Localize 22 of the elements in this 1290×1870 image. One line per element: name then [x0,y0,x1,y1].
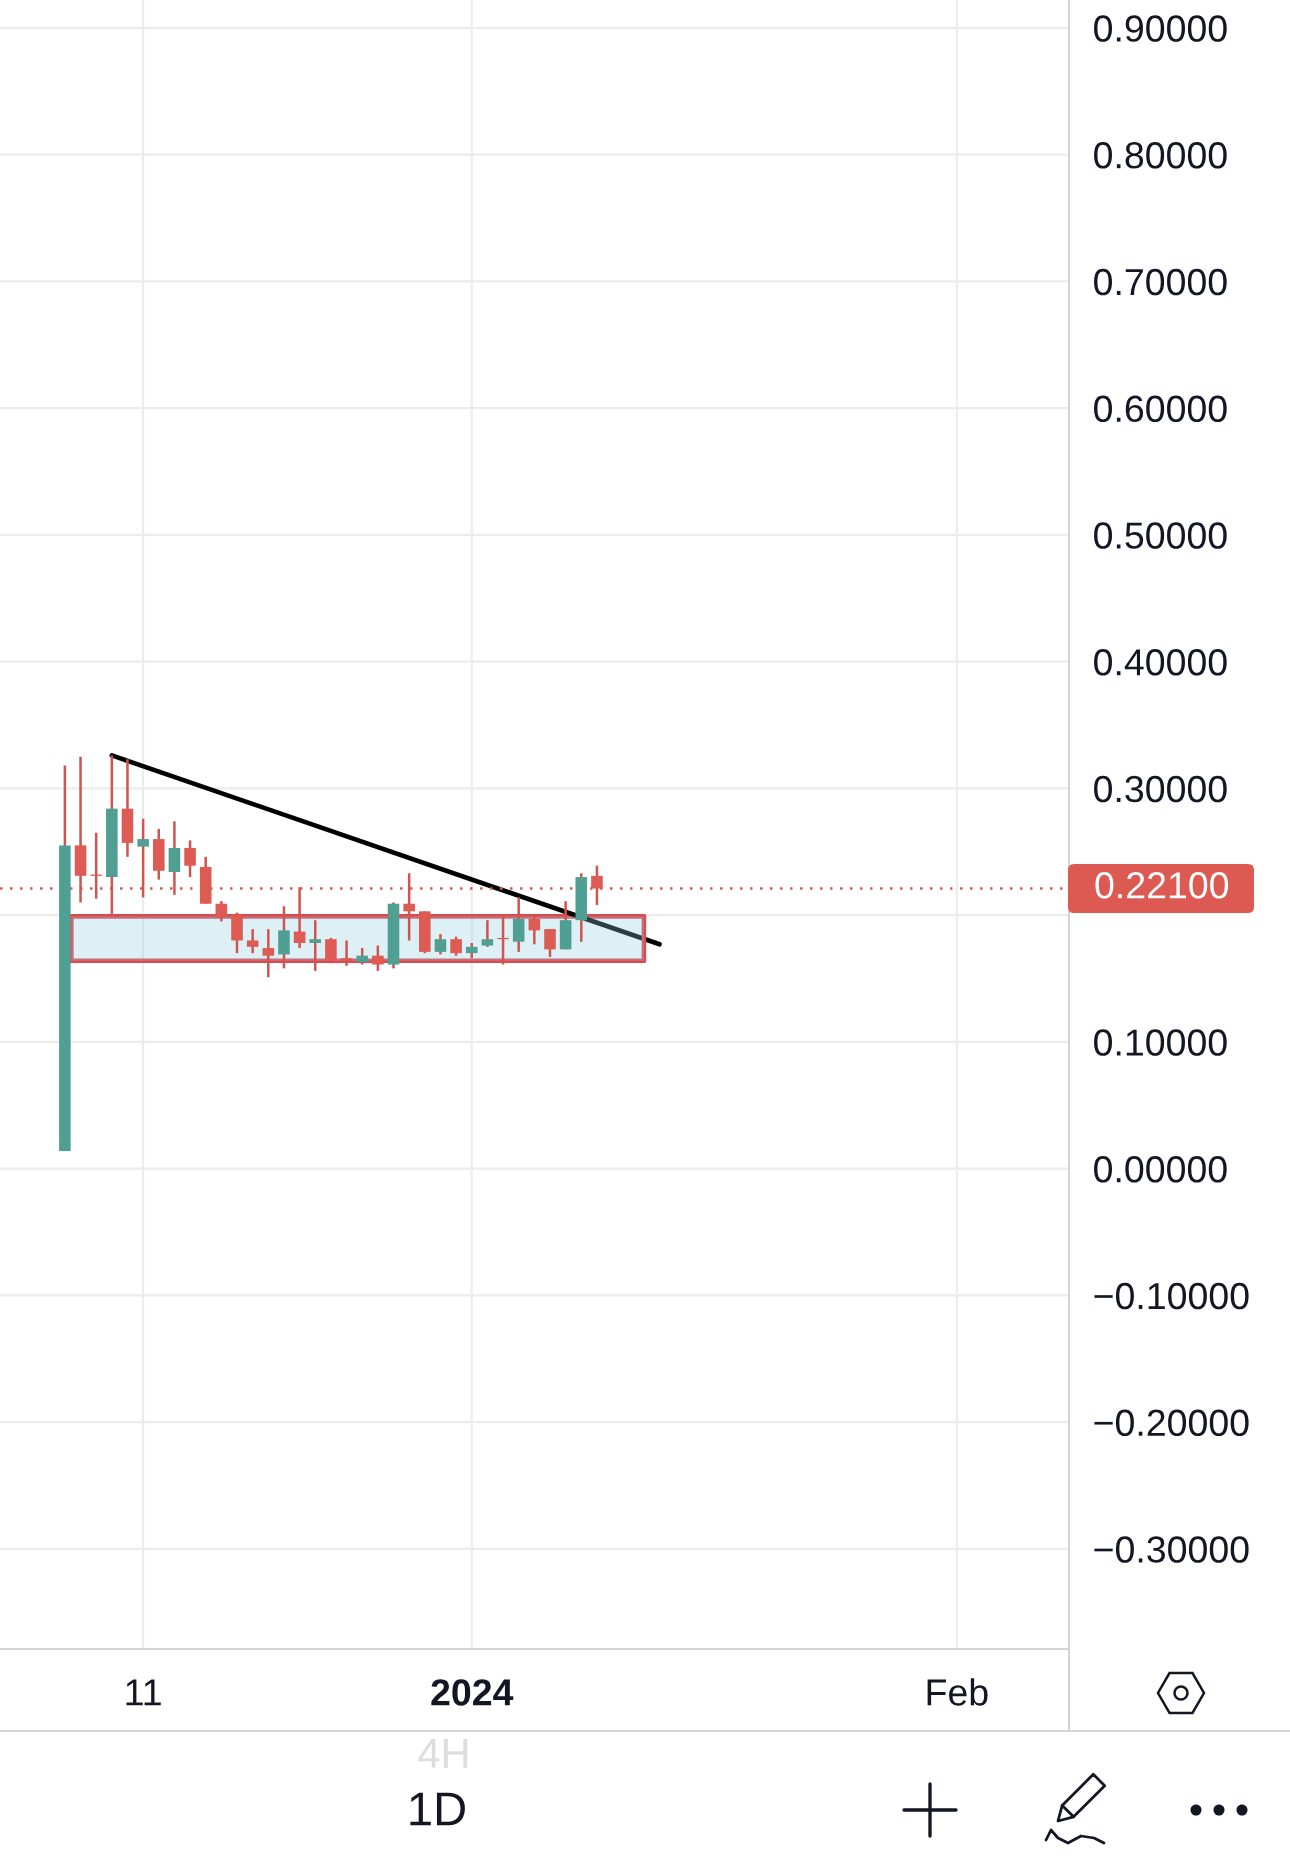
y-tick-label: 0.30000 [1094,775,1227,803]
text: 1D [410,1792,465,1826]
y-tick-label: 0.10000 [1094,1029,1227,1056]
y-tick-label: −0.10000 [1094,1282,1249,1310]
y-tick-label: −0.20000 [1094,1409,1249,1437]
candlestick [450,935,462,957]
y-tick-label: 0.90000 [1094,15,1227,42]
x-tick-label: 11 [126,1679,161,1706]
y-tick-label: 0.50000 [1094,522,1227,549]
candlestick [137,817,149,899]
x-tick-label: Feb [927,1678,988,1706]
y-tick-label: 0.80000 [1094,142,1227,169]
y-tick-label: −0.30000 [1094,1536,1249,1563]
y-tick-label: 0.40000 [1094,649,1227,676]
candlestick [434,932,447,956]
candlestick [246,927,259,955]
ref-line-label: 0.22100 [1095,872,1229,899]
x-tick-label: 2024 [431,1679,514,1706]
y-tick-label: 0.70000 [1094,268,1227,296]
y-tick-label: 0.00000 [1094,1156,1227,1183]
y-tick-label: 0.60000 [1094,395,1227,423]
candlestick [184,839,196,879]
